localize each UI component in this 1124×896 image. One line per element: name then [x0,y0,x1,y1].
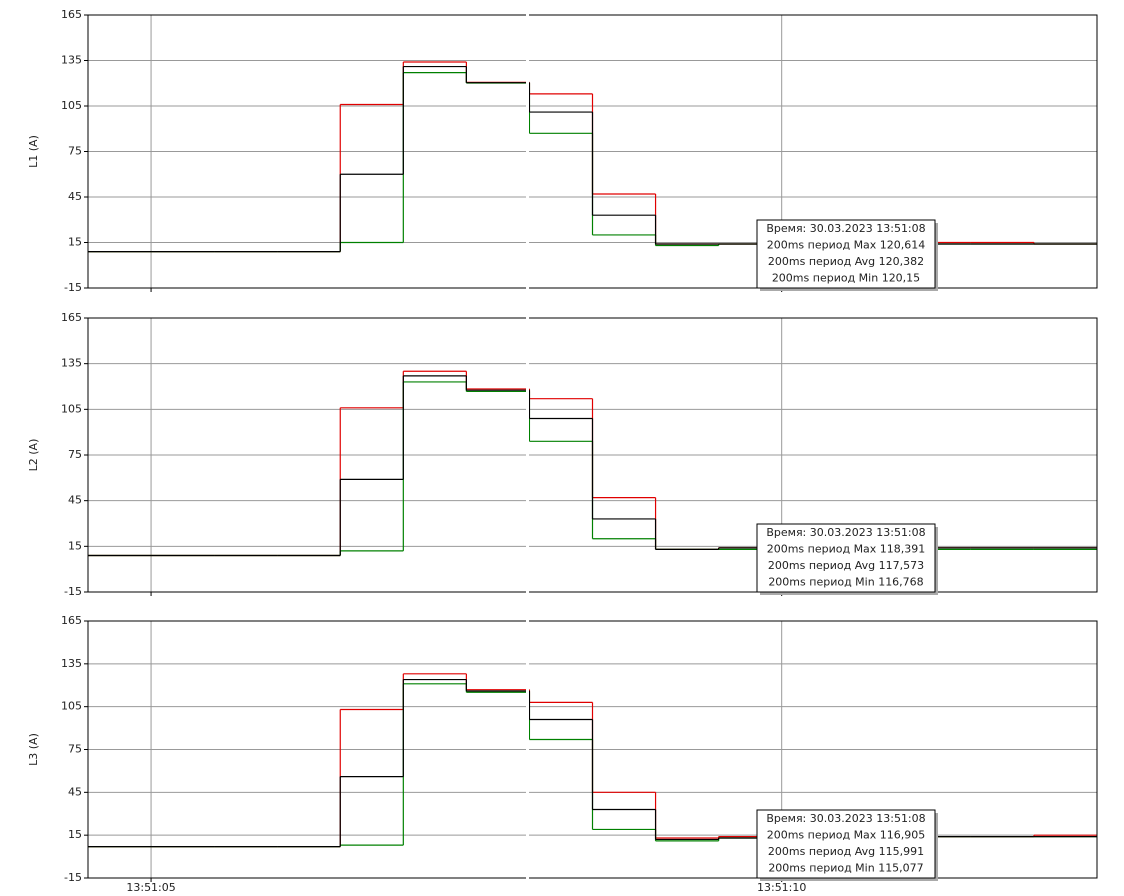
y-tick-label: 45 [68,785,82,798]
plot-frame [87,620,1098,879]
y-tick-label: 15 [68,828,82,841]
tooltip-line: 200ms период Min 120,15 [772,272,920,285]
y-tick-label: 75 [68,743,82,756]
tooltip-box [756,219,936,289]
y-tick-label: 75 [68,145,82,158]
y-tick-label: -15 [64,871,82,884]
panel-split [526,620,529,879]
tooltip-line: Время: 30.03.2023 13:51:08 [766,526,925,539]
y-tick-label: 45 [68,190,82,203]
tooltip-line: Время: 30.03.2023 13:51:08 [766,222,925,235]
panel-split [526,14,529,289]
y-tick-label: 105 [61,700,82,713]
x-tick-label: 13:51:10 [757,881,806,894]
y-tick-label: 135 [61,657,82,670]
tooltip-line: 200ms период Max 118,391 [767,543,926,556]
y-tick-label: -15 [64,281,82,294]
tooltip-line: 200ms период Max 116,905 [767,829,926,842]
plot-frame [87,317,1098,593]
y-tick-label: 15 [68,236,82,249]
y-tick-label: 45 [68,494,82,507]
y-axis-label: L3 (A) [27,733,40,766]
tooltip-line: 200ms период Avg 120,382 [768,255,924,268]
y-tick-label: 105 [61,402,82,415]
plot-frame [87,14,1098,289]
y-tick-label: -15 [64,585,82,598]
y-tick-label: 165 [61,311,82,324]
tooltip-box [756,809,936,879]
tooltip-box [756,523,936,593]
y-tick-label: 165 [61,8,82,21]
x-tick-label: 13:51:05 [126,881,175,894]
tooltip-line: 200ms период Avg 115,991 [768,845,924,858]
y-tick-label: 165 [61,614,82,627]
tooltip-line: 200ms период Min 115,077 [768,862,923,875]
tooltip-line: 200ms период Avg 117,573 [768,559,924,572]
y-tick-label: 75 [68,448,82,461]
tooltip-line: 200ms период Max 120,614 [767,239,926,252]
y-tick-label: 15 [68,539,82,552]
tooltip-line: Время: 30.03.2023 13:51:08 [766,812,925,825]
panel-split [526,317,529,593]
y-axis-label: L2 (A) [27,439,40,472]
y-axis-label: L1 (A) [27,135,40,168]
y-tick-label: 105 [61,99,82,112]
tooltip-line: 200ms период Min 116,768 [768,576,923,589]
y-tick-label: 135 [61,357,82,370]
y-tick-label: 135 [61,54,82,67]
